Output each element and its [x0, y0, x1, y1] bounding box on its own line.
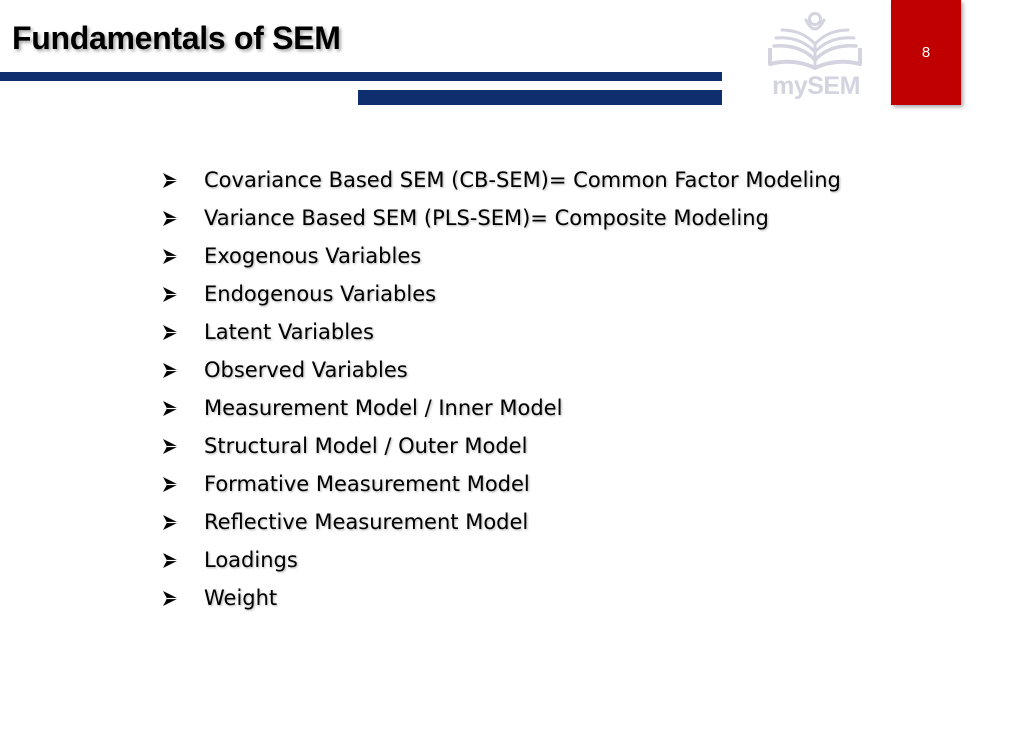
bullet-item: Endogenous Variables — [162, 281, 902, 308]
arrow-bullet-glyph — [163, 211, 178, 226]
header-rule-bottom — [358, 90, 722, 105]
bullet-list: Covariance Based SEM (CB-SEM)= Common Fa… — [162, 167, 902, 623]
arrow-bullet-icon — [162, 590, 179, 607]
arrow-bullet-icon — [162, 514, 179, 531]
arrow-bullet-icon — [162, 438, 179, 455]
bullet-item: Exogenous Variables — [162, 243, 902, 270]
arrow-bullet-glyph — [163, 173, 178, 188]
bullet-text: Observed Variables — [204, 358, 408, 382]
arrow-bullet-icon — [162, 552, 179, 569]
logo-wordmark: mySEM — [772, 72, 860, 100]
bullet-text: Measurement Model / Inner Model — [204, 396, 563, 420]
bullet-item: Observed Variables — [162, 357, 902, 384]
arrow-bullet-glyph — [163, 249, 178, 264]
mysem-logo: mySEM — [764, 8, 866, 100]
header-rule-top — [0, 72, 722, 81]
bullet-text: Exogenous Variables — [204, 244, 422, 268]
bullet-item: Reflective Measurement Model — [162, 509, 902, 536]
arrow-bullet-icon — [162, 210, 179, 227]
page-number-badge: 8 — [891, 0, 961, 105]
arrow-bullet-glyph — [163, 287, 178, 302]
bullet-text: Covariance Based SEM (CB-SEM)= Common Fa… — [204, 168, 841, 192]
bullet-text: Loadings — [204, 548, 298, 572]
bullet-text: Variance Based SEM (PLS-SEM)= Composite … — [204, 206, 769, 230]
arrow-bullet-glyph — [163, 439, 178, 454]
page-number: 8 — [921, 44, 931, 61]
bullet-text: Latent Variables — [204, 320, 374, 344]
bullet-item: Weight — [162, 585, 902, 612]
arrow-bullet-glyph — [163, 477, 178, 492]
bullet-item: Covariance Based SEM (CB-SEM)= Common Fa… — [162, 167, 902, 194]
bullet-text: Formative Measurement Model — [204, 472, 530, 496]
arrow-bullet-icon — [162, 324, 179, 341]
arrow-bullet-glyph — [163, 591, 178, 606]
arrow-bullet-icon — [162, 172, 179, 189]
bullet-text: Weight — [204, 586, 278, 610]
bullet-text: Reflective Measurement Model — [204, 510, 529, 534]
arrow-bullet-glyph — [163, 325, 178, 340]
bullet-text: Endogenous Variables — [204, 282, 437, 306]
arrow-bullet-glyph — [163, 515, 178, 530]
bullet-item: Measurement Model / Inner Model — [162, 395, 902, 422]
arrow-bullet-icon — [162, 476, 179, 493]
arrow-bullet-glyph — [163, 401, 178, 416]
slide-title: Fundamentals of SEM — [12, 20, 341, 56]
bullet-item: Structural Model / Outer Model — [162, 433, 902, 460]
open-book-reader-icon — [768, 12, 862, 70]
arrow-bullet-icon — [162, 400, 179, 417]
arrow-bullet-icon — [162, 248, 179, 265]
arrow-bullet-glyph — [163, 553, 178, 568]
bullet-item: Variance Based SEM (PLS-SEM)= Composite … — [162, 205, 902, 232]
arrow-bullet-icon — [162, 362, 179, 379]
bullet-item: Loadings — [162, 547, 902, 574]
bullet-item: Latent Variables — [162, 319, 902, 346]
bullet-item: Formative Measurement Model — [162, 471, 902, 498]
arrow-bullet-glyph — [163, 363, 178, 378]
bullet-text: Structural Model / Outer Model — [204, 434, 528, 458]
arrow-bullet-icon — [162, 286, 179, 303]
